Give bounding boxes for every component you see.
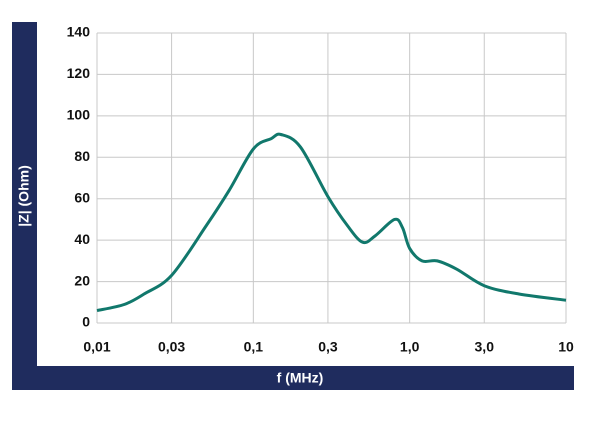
x-tick-label: 1,0 xyxy=(400,339,420,355)
y-tick-label: 80 xyxy=(74,148,90,164)
y-tick-label: 120 xyxy=(67,65,91,81)
y-tick-label: 0 xyxy=(82,314,90,330)
x-tick-label: 10 xyxy=(558,339,574,355)
y-label-band xyxy=(12,22,37,390)
x-tick-label: 0,03 xyxy=(158,339,185,355)
x-label-band xyxy=(12,366,574,390)
y-tick-label: 40 xyxy=(74,231,90,247)
y-tick-label: 140 xyxy=(67,24,91,40)
data-line xyxy=(96,132,567,313)
x-tick-label: 0,01 xyxy=(83,339,110,355)
x-axis-label: f (MHz) xyxy=(277,370,324,386)
y-tick-label: 100 xyxy=(67,107,91,123)
y-tick-label: 20 xyxy=(74,272,90,288)
x-tick-label: 3,0 xyxy=(475,339,495,355)
x-tick-label: 0,3 xyxy=(318,339,338,355)
y-tick-label: 60 xyxy=(74,189,90,205)
y-axis-label: |Z| (Ohm) xyxy=(16,165,32,227)
plot-area: 0 20 40 60 80 100 120 140 0,01 0,03 0,1 0,3 1,0 3,0 10 xyxy=(67,24,574,355)
x-tick-label: 0,1 xyxy=(244,339,264,355)
